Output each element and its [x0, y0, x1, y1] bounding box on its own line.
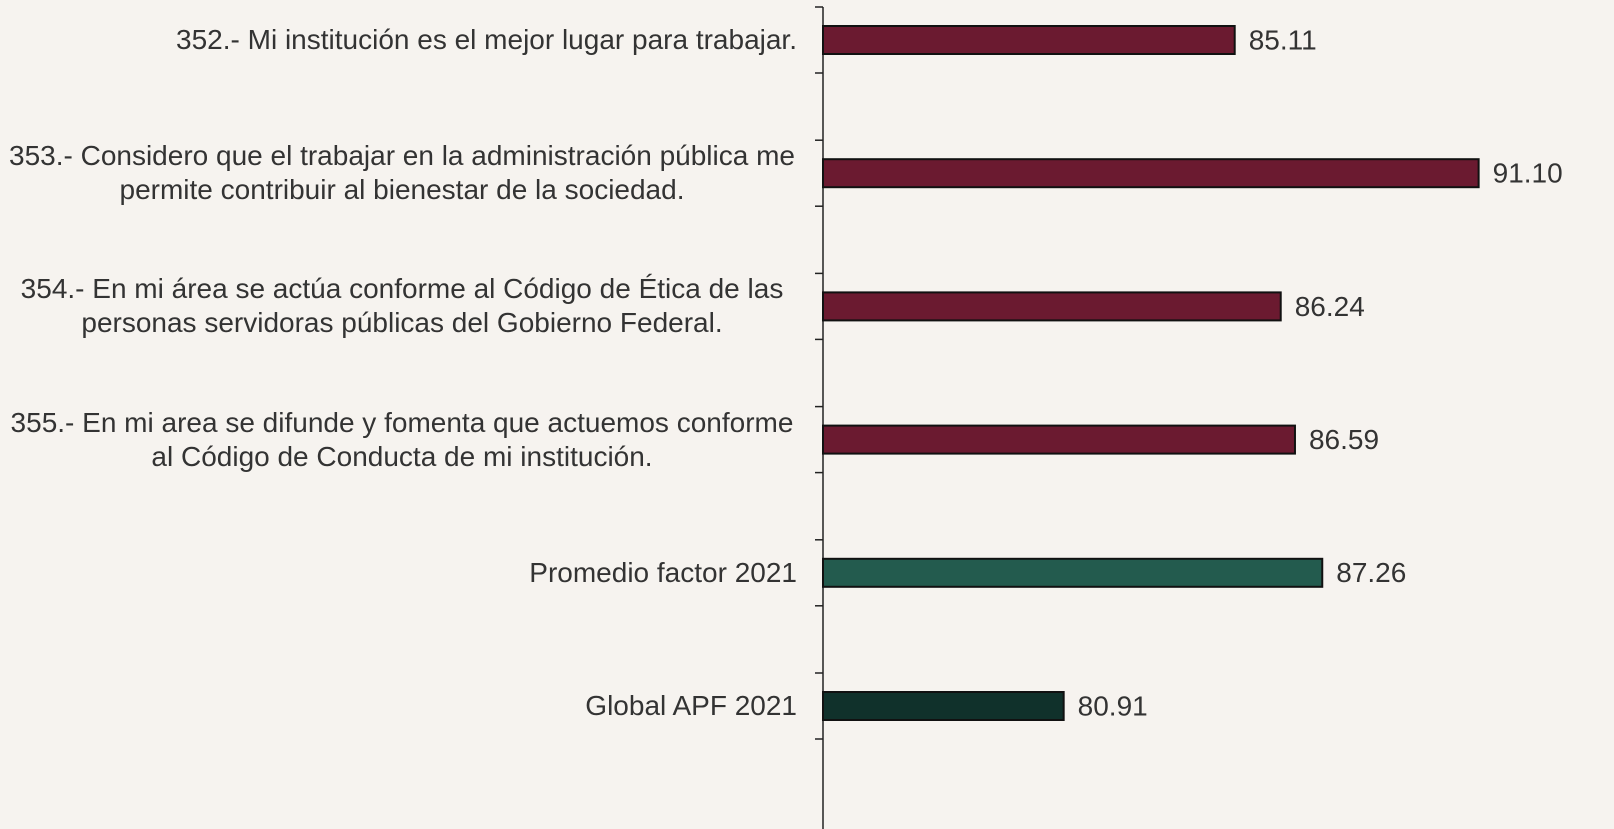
- category-label: 355.- En mi area se difunde y fomenta qu…: [10, 406, 794, 472]
- category-label-box: Promedio factor 2021: [0, 513, 797, 633]
- category-label: 353.- Considero que el trabajar en la ad…: [9, 140, 795, 206]
- value-label: 91.10: [1493, 158, 1563, 189]
- value-label: 86.59: [1309, 424, 1379, 455]
- bar: [822, 557, 1324, 588]
- value-label: 86.24: [1295, 291, 1365, 322]
- value-label: 80.91: [1078, 690, 1148, 721]
- category-label: Global APF 2021: [585, 690, 797, 721]
- category-label-box: 353.- Considero que el trabajar en la ad…: [0, 113, 797, 233]
- category-label-box: Global APF 2021: [0, 646, 797, 766]
- category-label-box: 355.- En mi area se difunde y fomenta qu…: [0, 380, 797, 500]
- category-label-box: 352.- Mi institución es el mejor lugar p…: [0, 0, 797, 100]
- category-label: 352.- Mi institución es el mejor lugar p…: [176, 24, 797, 55]
- bar: [822, 158, 1480, 189]
- bar: [822, 424, 1296, 455]
- bar: [822, 291, 1282, 322]
- category-label: Promedio factor 2021: [529, 556, 797, 588]
- value-label: 87.26: [1336, 557, 1406, 588]
- category-label: 354.- En mi área se actúa conforme al Có…: [20, 273, 784, 339]
- category-label-box: 354.- En mi área se actúa conforme al Có…: [0, 246, 797, 366]
- bar: [822, 25, 1236, 55]
- bar: [822, 691, 1065, 721]
- value-label: 85.11: [1249, 24, 1317, 55]
